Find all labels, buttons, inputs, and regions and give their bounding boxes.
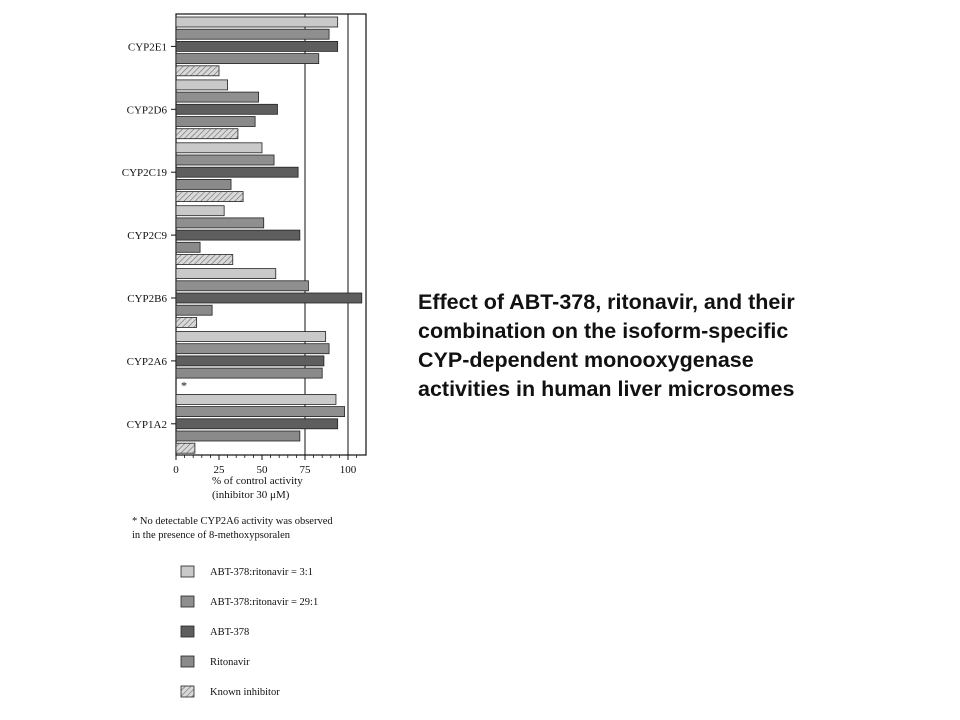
- bar: [175, 65, 220, 77]
- bar: [175, 304, 213, 316]
- legend-swatch: [180, 625, 195, 638]
- legend-label: ABT-378:ritonavir = 29:1: [210, 597, 318, 608]
- category-label: CYP2A6: [127, 356, 168, 368]
- x-tick-label: 50: [257, 464, 269, 476]
- category-label: CYP2E1: [128, 41, 167, 53]
- bar: [175, 343, 330, 355]
- bar: [175, 128, 239, 140]
- legend-swatch: [180, 655, 195, 668]
- footnote-line-2: in the presence of 8-methoxypsoralen: [132, 530, 291, 541]
- legend-label: Known inhibitor: [210, 687, 280, 698]
- caption-line-3: CYP-dependent monooxygenase: [418, 348, 754, 372]
- x-axis-label-line-2: (inhibitor 30 μM): [212, 489, 290, 501]
- bar: [175, 103, 278, 115]
- legend-label: ABT-378: [210, 627, 249, 638]
- bar: [175, 430, 301, 442]
- caption-line-1: Effect of ABT-378, ritonavir, and their: [418, 290, 795, 314]
- slide-caption: Effect of ABT-378, ritonavir, and their …: [418, 288, 938, 404]
- bar: [175, 178, 232, 190]
- bar: [175, 442, 196, 454]
- bar: [175, 191, 244, 203]
- bar: [175, 142, 263, 154]
- footnote-line-1: * No detectable CYP2A6 activity was obse…: [132, 516, 333, 527]
- legend-swatch: [180, 595, 195, 608]
- x-tick-label: 25: [214, 464, 226, 476]
- bar: [175, 166, 299, 178]
- category-label: CYP1A2: [127, 419, 167, 431]
- bar: [175, 41, 339, 52]
- category-label: CYP2B6: [127, 293, 167, 305]
- bar: [175, 16, 339, 28]
- legend-swatch: [180, 565, 195, 578]
- bar: [175, 91, 259, 103]
- bar: [175, 367, 323, 379]
- bar: [175, 268, 277, 280]
- x-tick-label: 100: [340, 464, 357, 476]
- bar: [175, 355, 325, 367]
- bar: [175, 28, 330, 40]
- bar: [175, 418, 339, 430]
- category-label: CYP2D6: [127, 104, 168, 116]
- bar: [175, 393, 337, 405]
- legend-label: ABT-378:ritonavir = 3:1: [210, 567, 313, 578]
- bar: [175, 316, 198, 328]
- category-label: CYP2C19: [122, 167, 168, 179]
- legend: ABT-378:ritonavir = 3:1 ABT-378:ritonavir…: [180, 565, 318, 698]
- bar: [175, 205, 225, 217]
- missing-data-marker: *: [181, 378, 187, 392]
- bar: [175, 331, 327, 342]
- caption-line-4: activities in human liver microsomes: [418, 377, 795, 401]
- legend-swatch: [180, 685, 195, 698]
- x-axis-label-line-1: % of control activity: [212, 475, 303, 487]
- bar: [175, 79, 228, 91]
- bar: [175, 254, 234, 265]
- category-label: CYP2C9: [127, 230, 167, 242]
- bar: [175, 280, 309, 292]
- bar: [175, 229, 301, 241]
- legend-label: Ritonavir: [210, 657, 250, 668]
- bar: [175, 406, 345, 418]
- bar: [175, 154, 275, 166]
- bar: [175, 241, 201, 253]
- bar: [175, 217, 265, 229]
- bar: [175, 292, 363, 304]
- x-tick-label: 0: [173, 464, 179, 476]
- bar: [175, 116, 256, 127]
- bar: [175, 53, 320, 64]
- x-tick-label: 75: [300, 464, 312, 476]
- caption-line-2: combination on the isoform-specific: [418, 319, 789, 343]
